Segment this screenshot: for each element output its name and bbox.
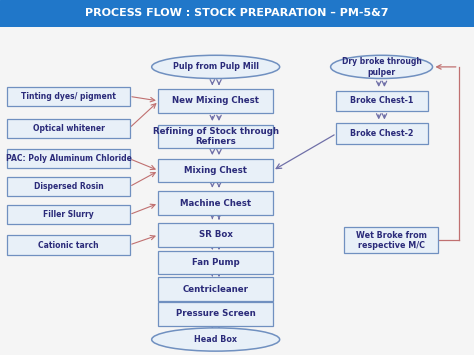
- Text: Dry broke through
pulper: Dry broke through pulper: [342, 57, 421, 77]
- Text: Pressure Screen: Pressure Screen: [176, 309, 255, 318]
- Text: Cationic tarch: Cationic tarch: [38, 241, 99, 250]
- Text: New Mixing Chest: New Mixing Chest: [172, 97, 259, 105]
- FancyBboxPatch shape: [7, 87, 130, 106]
- Text: PAC: Poly Aluminum Chloride: PAC: Poly Aluminum Chloride: [6, 154, 132, 163]
- Ellipse shape: [152, 328, 280, 351]
- Text: Broke Chest-2: Broke Chest-2: [350, 129, 413, 138]
- FancyBboxPatch shape: [7, 177, 130, 196]
- FancyBboxPatch shape: [158, 251, 273, 274]
- Text: Optical whitener: Optical whitener: [33, 124, 105, 133]
- Text: Head Box: Head Box: [194, 335, 237, 344]
- Text: Dispersed Rosin: Dispersed Rosin: [34, 182, 104, 191]
- Text: Tinting dyes/ pigment: Tinting dyes/ pigment: [21, 92, 116, 101]
- Text: Filler Slurry: Filler Slurry: [43, 210, 94, 219]
- Text: Mixing Chest: Mixing Chest: [184, 166, 247, 175]
- Text: SR Box: SR Box: [199, 230, 233, 239]
- FancyBboxPatch shape: [158, 125, 273, 148]
- Text: Fan Pump: Fan Pump: [192, 258, 239, 267]
- FancyBboxPatch shape: [344, 227, 438, 253]
- FancyBboxPatch shape: [7, 149, 130, 168]
- Text: Refining of Stock through
Refiners: Refining of Stock through Refiners: [153, 127, 279, 146]
- Text: Centricleaner: Centricleaner: [182, 284, 249, 294]
- FancyBboxPatch shape: [158, 89, 273, 113]
- Ellipse shape: [152, 55, 280, 78]
- Text: Broke Chest-1: Broke Chest-1: [350, 97, 413, 105]
- FancyBboxPatch shape: [158, 302, 273, 326]
- FancyBboxPatch shape: [7, 119, 130, 138]
- Text: Wet Broke from
respective M/C: Wet Broke from respective M/C: [356, 231, 427, 250]
- Text: PROCESS FLOW : STOCK PREPARATION – PM-5&7: PROCESS FLOW : STOCK PREPARATION – PM-5&…: [85, 8, 389, 18]
- FancyBboxPatch shape: [336, 123, 428, 144]
- FancyBboxPatch shape: [7, 205, 130, 224]
- FancyBboxPatch shape: [7, 235, 130, 255]
- FancyBboxPatch shape: [336, 91, 428, 111]
- FancyBboxPatch shape: [158, 191, 273, 215]
- FancyBboxPatch shape: [158, 223, 273, 247]
- FancyBboxPatch shape: [158, 159, 273, 182]
- Text: Pulp from Pulp Mill: Pulp from Pulp Mill: [173, 62, 259, 71]
- Ellipse shape: [331, 55, 432, 78]
- Text: Machine Chest: Machine Chest: [180, 199, 251, 208]
- FancyBboxPatch shape: [158, 277, 273, 301]
